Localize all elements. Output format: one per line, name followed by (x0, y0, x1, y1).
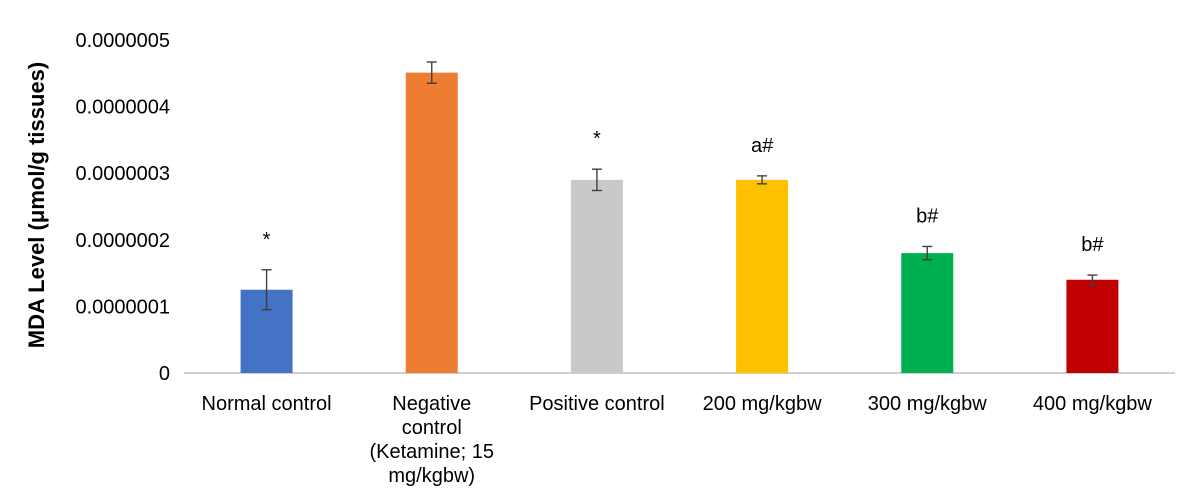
x-tick-label: Negative control (Ketamine; 15 mg/kgbw) (369, 393, 494, 487)
significance-label: a# (751, 135, 774, 157)
bar (405, 72, 458, 373)
y-tick-label: 0 (159, 363, 170, 385)
bar (1066, 279, 1119, 373)
significance-label: * (593, 128, 601, 150)
x-tick-label: 300 mg/kgbw (868, 393, 988, 415)
bar (901, 253, 954, 373)
x-tick-label: Normal control (202, 393, 332, 415)
y-tick-label: 0.0000003 (75, 163, 170, 185)
significance-label: b# (916, 205, 939, 227)
significance-label: b# (1081, 234, 1104, 256)
y-axis-label: MDA Level (μmol/g tissues) (24, 62, 49, 348)
significance-label: * (263, 229, 271, 251)
bar (736, 179, 789, 373)
y-tick-label: 0.0000005 (75, 30, 170, 52)
y-tick-label: 0.0000001 (75, 296, 170, 318)
bar (570, 179, 623, 373)
x-tick-label: 200 mg/kgbw (703, 393, 823, 415)
y-tick-label: 0.0000002 (75, 230, 170, 252)
x-tick-label: Positive control (529, 393, 665, 415)
x-tick-label: 400 mg/kgbw (1033, 393, 1153, 415)
y-tick-label: 0.0000004 (75, 97, 170, 119)
